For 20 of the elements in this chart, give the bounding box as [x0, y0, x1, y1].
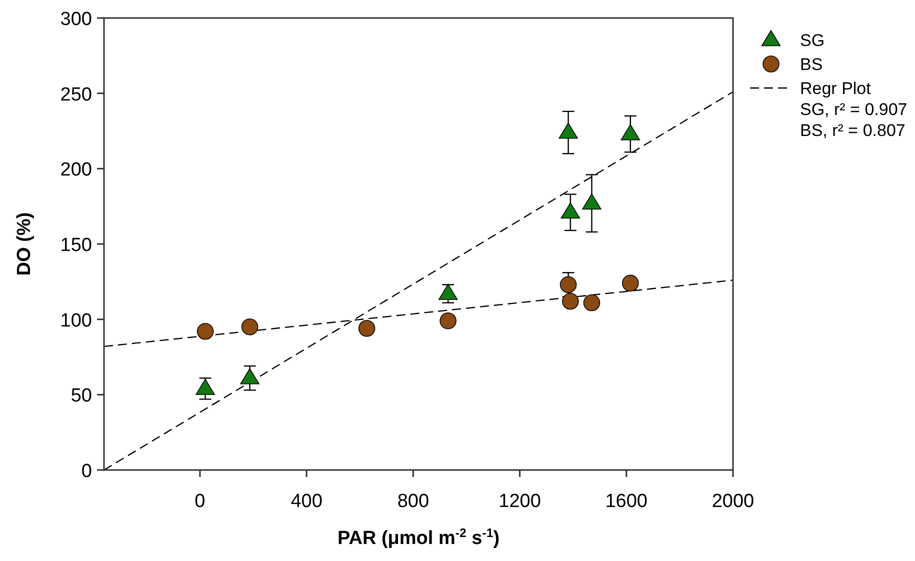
x-tick-label: 1600 — [605, 491, 648, 512]
x-tick-label: 800 — [397, 491, 430, 512]
legend-label: Regr Plot — [800, 79, 872, 98]
x-tick-label: 2000 — [712, 491, 754, 512]
y-tick-label: 50 — [70, 386, 92, 407]
x-axis-title: PAR (μmol m$^{-2}$ s$^{-1}$) — [337, 526, 500, 549]
x-tick-label: 1200 — [498, 491, 541, 512]
text: BS, r² = 0.807 — [800, 121, 906, 140]
y-tick-label: 150 — [60, 235, 92, 256]
y-tick-label: 0 — [81, 461, 92, 482]
legend-label: SG — [800, 31, 825, 50]
y-tick-label: 100 — [60, 310, 92, 332]
y-axis-title: DO (%) — [14, 212, 35, 276]
legend-label: BS — [800, 55, 823, 74]
y-tick-label: 250 — [60, 84, 92, 106]
x-tick-label: 400 — [290, 491, 322, 512]
text: SG, r² = 0.907 — [800, 100, 908, 119]
x-tick-label: 0 — [194, 491, 206, 512]
y-tick-label: 200 — [60, 160, 92, 181]
y-tick-label: 300 — [60, 9, 92, 30]
